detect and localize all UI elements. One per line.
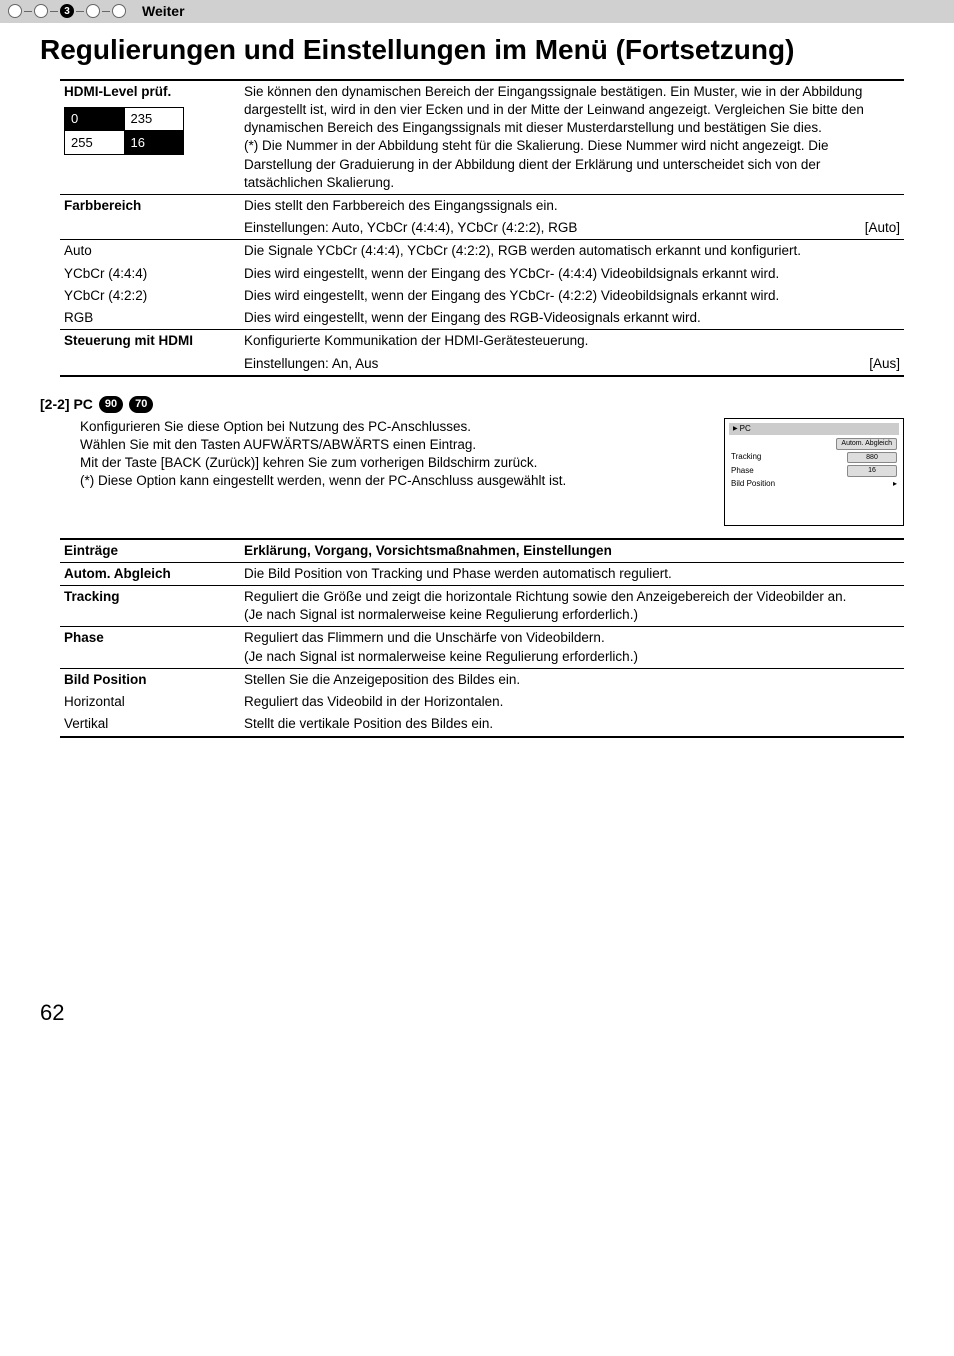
pattern-cell: 16 (125, 131, 185, 155)
pattern-cell: 255 (64, 131, 125, 155)
horiz-label: Horizontal (60, 691, 240, 713)
farbbereich-desc: Dies stellt den Farbbereich des Eingangs… (240, 195, 813, 218)
steuerung-default: [Aus] (813, 353, 904, 376)
fb-y422-label: YCbCr (4:2:2) (60, 285, 240, 307)
intro-line: Konfigurieren Sie diese Option bei Nutzu… (80, 418, 694, 436)
mm-label: Bild Position (731, 479, 775, 490)
pattern-cell: 0 (64, 107, 125, 131)
section-2-title: [2-2] PC (40, 395, 93, 414)
intro-line: Wählen Sie mit den Tasten AUFWÄRTS/ABWÄR… (80, 436, 694, 454)
vert-label: Vertikal (60, 713, 240, 736)
step-5-icon (112, 4, 126, 18)
top-bar: 3 Weiter (0, 0, 954, 23)
weiter-label: Weiter (142, 2, 185, 21)
section-2-heading: [2-2] PC 90 70 (40, 395, 954, 414)
horiz-desc: Reguliert das Videobild in der Horizonta… (240, 691, 904, 713)
step-4-icon (86, 4, 100, 18)
t2-h2: Erklärung, Vorgang, Vorsichtsmaßnahmen, … (240, 539, 904, 563)
step-2-icon (34, 4, 48, 18)
badge-90: 90 (99, 396, 123, 413)
badge-70: 70 (129, 396, 153, 413)
fb-rgb-label: RGB (60, 307, 240, 330)
fb-auto-label: Auto (60, 240, 240, 263)
autom-label: Autom. Abgleich (60, 562, 240, 585)
fb-rgb-desc: Dies wird eingestellt, wenn der Eingang … (240, 307, 904, 330)
hdmi-level-label: HDMI-Level prüf. (64, 83, 236, 101)
bildpos-desc: Stellen Sie die Anzeigeposition des Bild… (240, 668, 904, 691)
settings-table-2: Einträge Erklärung, Vorgang, Vorsichtsma… (60, 538, 904, 738)
mm-value: Autom. Abgleich (836, 438, 897, 449)
mm-value: 16 (847, 465, 897, 476)
steuerung-desc: Konfigurierte Kommunikation der HDMI-Ger… (240, 330, 813, 353)
settings-table-1: HDMI-Level prüf. 0 235 255 16 Sie können… (60, 79, 904, 377)
steuerung-label: Steuerung mit HDMI (60, 330, 240, 353)
page-title: Regulierungen und Einstellungen im Menü … (40, 31, 942, 69)
steuerung-settings: Einstellungen: An, Aus (240, 353, 813, 376)
hdmi-level-desc: Sie können den dynamischen Bereich der E… (244, 84, 864, 135)
fb-y422-desc: Dies wird eingestellt, wenn der Eingang … (240, 285, 904, 307)
fb-y444-desc: Dies wird eingestellt, wenn der Eingang … (240, 263, 904, 285)
vert-desc: Stellt die vertikale Position des Bildes… (240, 713, 904, 736)
mm-value: 880 (847, 452, 897, 463)
intro-line: Mit der Taste [BACK (Zurück)] kehren Sie… (80, 454, 694, 472)
farbbereich-settings: Einstellungen: Auto, YCbCr (4:4:4), YCbC… (240, 217, 813, 240)
fb-y444-label: YCbCr (4:4:4) (60, 263, 240, 285)
progress-steps: 3 (8, 4, 126, 18)
autom-desc: Die Bild Position von Tracking und Phase… (240, 562, 904, 585)
farbbereich-label: Farbbereich (60, 195, 240, 218)
intro-line: (*) Diese Option kann eingestellt werden… (80, 472, 694, 490)
fb-auto-desc: Die Signale YCbCr (4:4:4), YCbCr (4:2:2)… (240, 240, 904, 263)
phase-desc: Reguliert das Flimmern und die Unschärfe… (240, 627, 904, 668)
pc-menu-title: PC (729, 423, 899, 436)
section-2-intro: Konfigurieren Sie diese Option bei Nutzu… (80, 418, 694, 491)
step-3-icon: 3 (60, 4, 74, 18)
farbbereich-default: [Auto] (813, 217, 904, 240)
tracking-desc: Reguliert die Größe und zeigt die horizo… (240, 585, 904, 626)
page-number: 62 (40, 998, 954, 1028)
t2-h1: Einträge (60, 539, 240, 563)
pattern-cell: 235 (125, 107, 185, 131)
phase-label: Phase (60, 627, 240, 668)
tracking-label: Tracking (60, 585, 240, 626)
hdmi-level-note: (*) Die Nummer in der Abbildung steht fü… (244, 138, 829, 189)
bildpos-label: Bild Position (60, 668, 240, 691)
mm-label: Phase (731, 466, 754, 477)
chevron-right-icon: ▸ (893, 479, 897, 490)
pc-menu-preview: PC Autom. Abgleich Tracking 880 Phase 16… (724, 418, 904, 526)
mm-label: Tracking (731, 452, 761, 463)
step-1-icon (8, 4, 22, 18)
hdmi-level-pattern: 0 235 255 16 (64, 107, 184, 155)
